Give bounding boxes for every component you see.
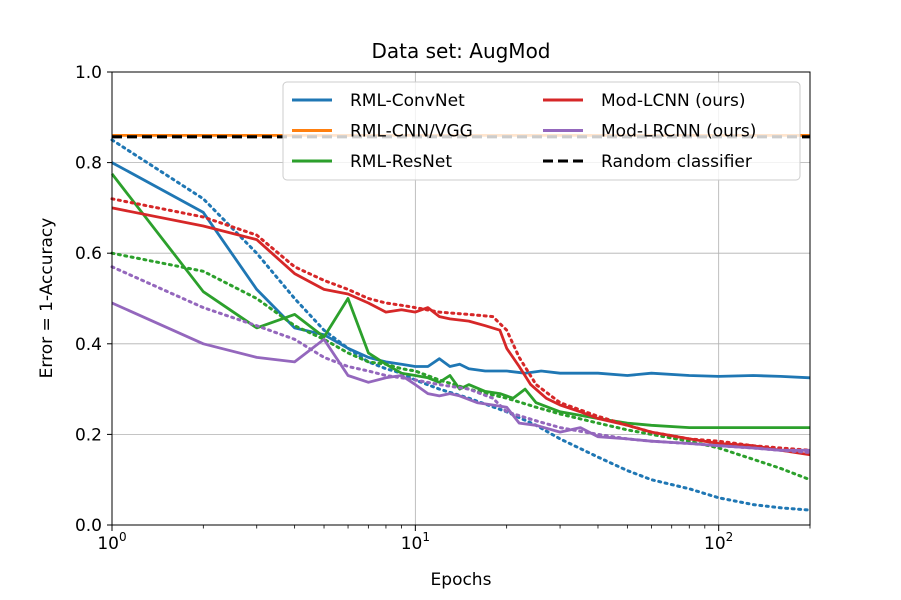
legend-label: Mod-LCNN (ours) <box>601 91 745 111</box>
series-line-rml-resnet <box>110 173 810 430</box>
y-tick-label: 0.8 <box>75 154 102 174</box>
series-line-rml-convnet-val <box>110 138 812 512</box>
y-tick-label: 0.2 <box>75 425 102 445</box>
plot-series <box>110 133 812 512</box>
x-tick-exponent: 2 <box>726 530 734 544</box>
legend-label: RML-ResNet <box>350 152 452 172</box>
x-axis-title: Epochs <box>431 570 492 590</box>
y-tick-label: 0.4 <box>75 335 102 355</box>
legend-label: Mod-LRCNN (ours) <box>601 122 756 142</box>
y-axis-title: Error = 1-Accuracy <box>37 218 57 379</box>
series-line-rml-convnet <box>111 161 811 380</box>
x-tick-label: 101 <box>401 530 430 554</box>
legend-box <box>282 81 801 181</box>
legend-label: Random classifier <box>601 152 752 172</box>
series-line-mod-lcnn-ours <box>111 206 811 457</box>
chart-title: Data set: AugMod <box>371 39 550 63</box>
plot-frame <box>111 71 811 526</box>
y-tick-label: 0.0 <box>75 516 102 536</box>
y-tick-label: 0.6 <box>75 244 102 264</box>
x-tick-label: 102 <box>704 530 733 554</box>
legend-label: RML-CNN/VGG <box>350 122 473 142</box>
x-tick-base: 10 <box>704 534 726 554</box>
legend: RML-ConvNet RML-CNN/VGG RML-ResNet Mod-LCNN… <box>282 81 801 181</box>
series-line-mod-lcnn-ours-val <box>110 197 812 452</box>
x-tick-base: 10 <box>401 534 423 554</box>
series-line-mod-lrcnn-ours-val <box>110 265 812 454</box>
y-tick-label: 1.0 <box>75 63 102 83</box>
x-tick-exponent: 0 <box>119 530 127 544</box>
x-tick-label: 100 <box>97 530 126 554</box>
legend-label: RML-ConvNet <box>350 91 465 111</box>
x-tick-exponent: 1 <box>422 530 430 544</box>
x-tick-base: 10 <box>97 534 119 554</box>
